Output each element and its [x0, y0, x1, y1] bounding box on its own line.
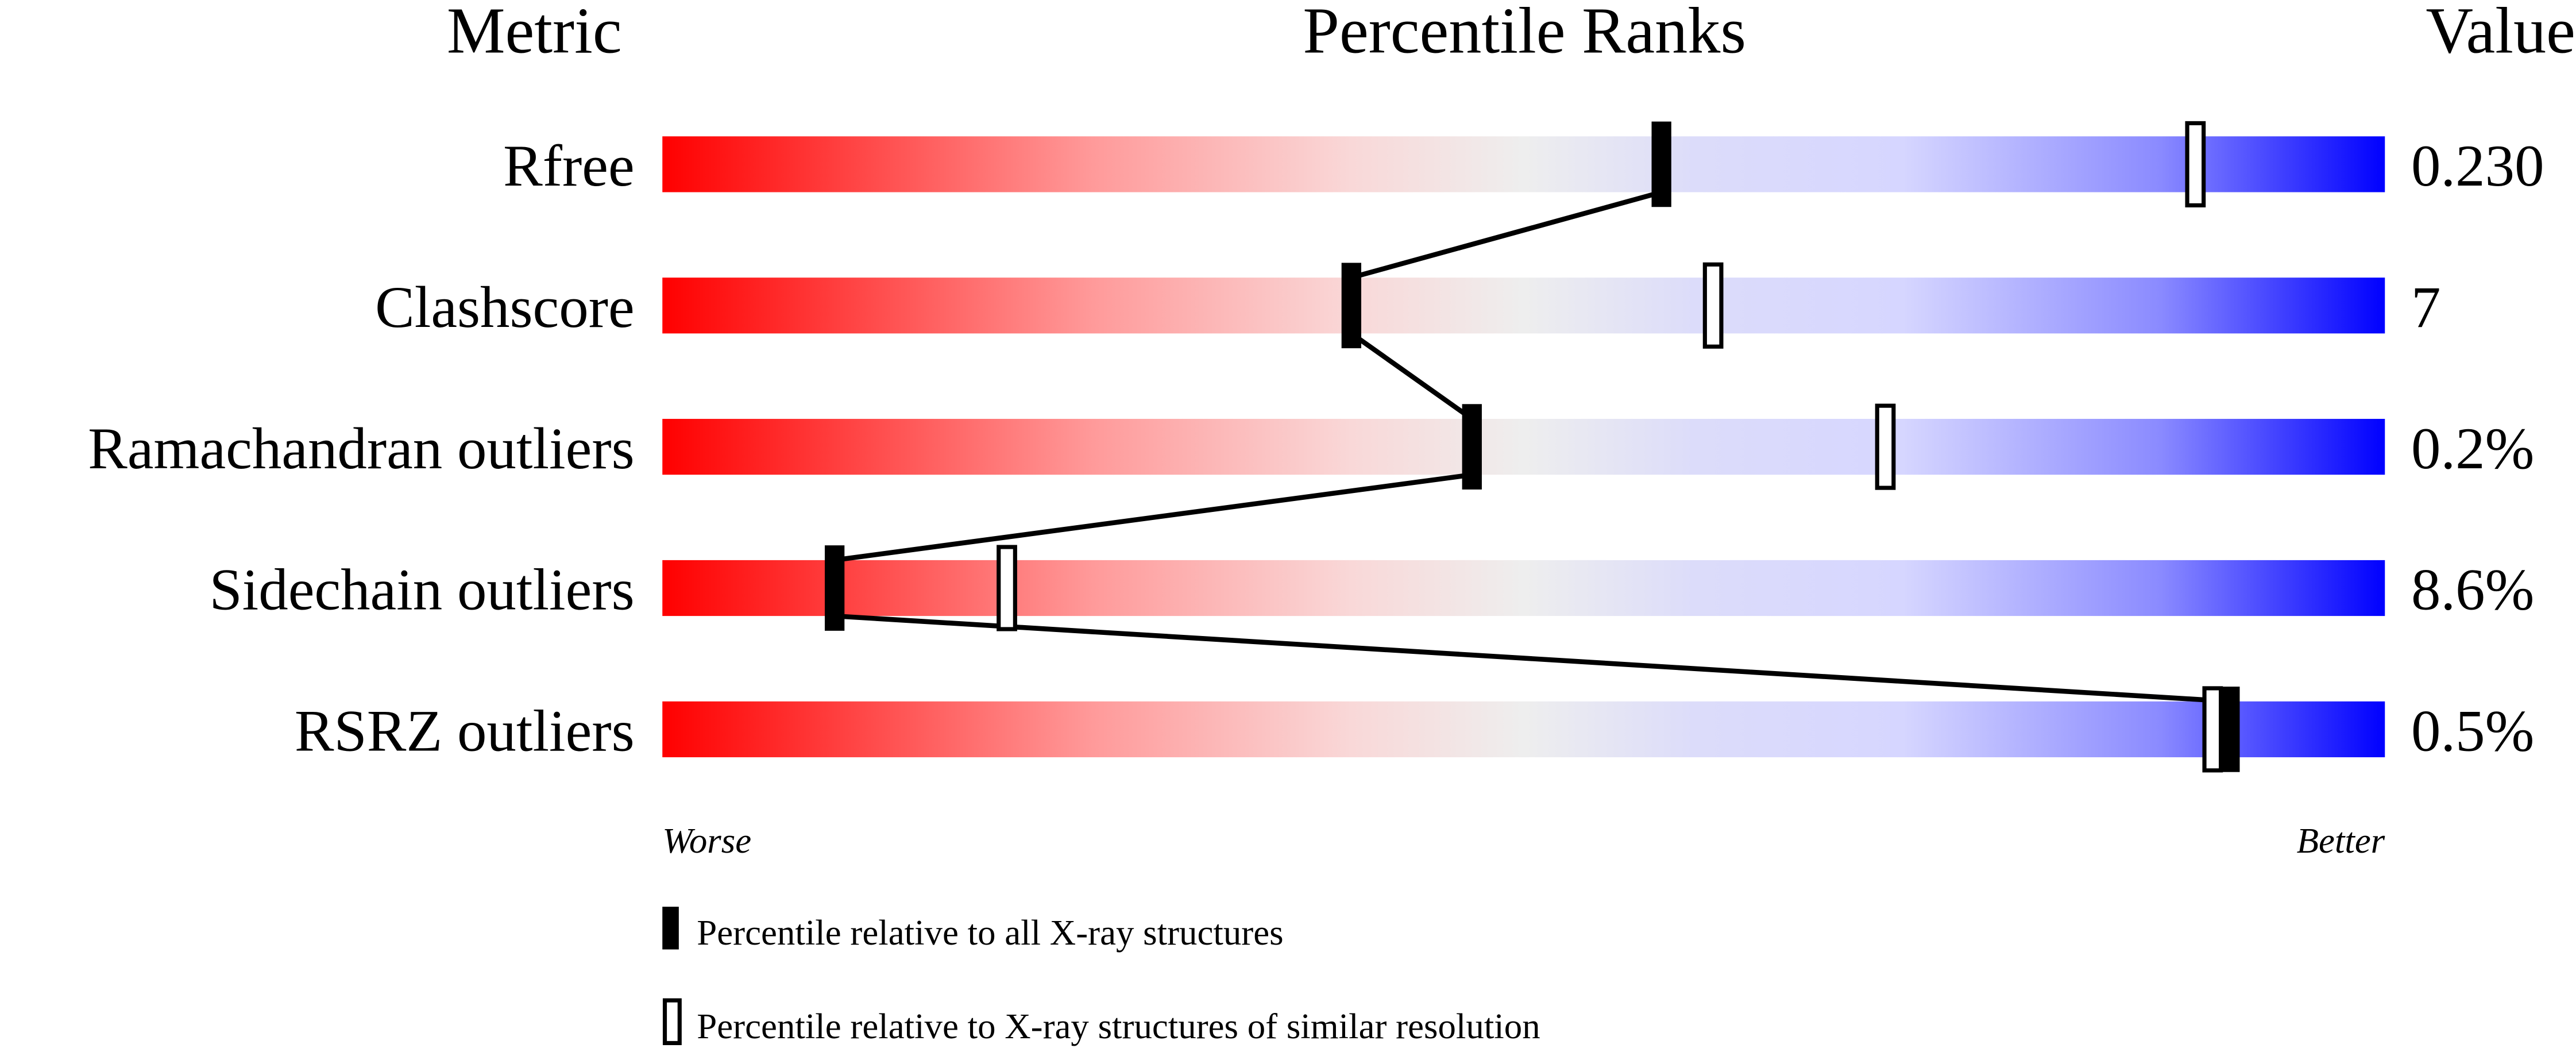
- all-structures-marker: [1462, 404, 1482, 490]
- legend-similar: Percentile relative to X-ray structures …: [697, 1006, 1540, 1046]
- similar-resolution-marker: [997, 545, 1017, 631]
- legend-all: Percentile relative to all X-ray structu…: [697, 912, 1283, 953]
- percentile-bar: [662, 278, 2385, 334]
- axis-label-better: Better: [2297, 820, 2385, 861]
- metric-value: 0.2%: [2411, 416, 2534, 481]
- metric-value: 0.230: [2411, 133, 2544, 199]
- connector-line: [1350, 331, 1474, 421]
- legend-filled-marker: [662, 907, 679, 950]
- header-value: Value: [2426, 0, 2575, 67]
- all-structures-marker: [824, 545, 845, 631]
- percentile-bar: [662, 136, 2385, 192]
- similar-resolution-marker: [1875, 403, 1896, 490]
- all-structures-marker: [1341, 263, 1362, 349]
- header-percentile-ranks: Percentile Ranks: [1303, 0, 1746, 67]
- metric-label: Clashscore: [375, 275, 635, 340]
- connector-line: [1350, 190, 1662, 280]
- legend-hollow-marker: [662, 998, 682, 1045]
- axis-label-worse: Worse: [662, 820, 751, 861]
- connector-line: [834, 613, 2230, 704]
- percentile-bar: [662, 701, 2385, 757]
- all-structures-marker: [1651, 121, 1671, 207]
- metric-value: 7: [2411, 275, 2440, 340]
- connector-line: [834, 472, 1473, 563]
- metric-label: Ramachandran outliers: [88, 416, 635, 481]
- metric-value: 0.5%: [2411, 699, 2534, 764]
- header-metric: Metric: [447, 0, 622, 67]
- metric-label: RSRZ outliers: [295, 699, 635, 764]
- similar-resolution-marker: [2202, 686, 2223, 773]
- similar-resolution-marker: [1702, 262, 1724, 349]
- metric-value: 8.6%: [2411, 557, 2534, 623]
- percentile-bar: [662, 419, 2385, 475]
- percentile-bar: [662, 560, 2385, 617]
- all-structures-marker: [2220, 687, 2240, 772]
- metric-label: Sidechain outliers: [209, 557, 634, 623]
- similar-resolution-marker: [2185, 121, 2206, 207]
- metric-label: Rfree: [503, 133, 635, 199]
